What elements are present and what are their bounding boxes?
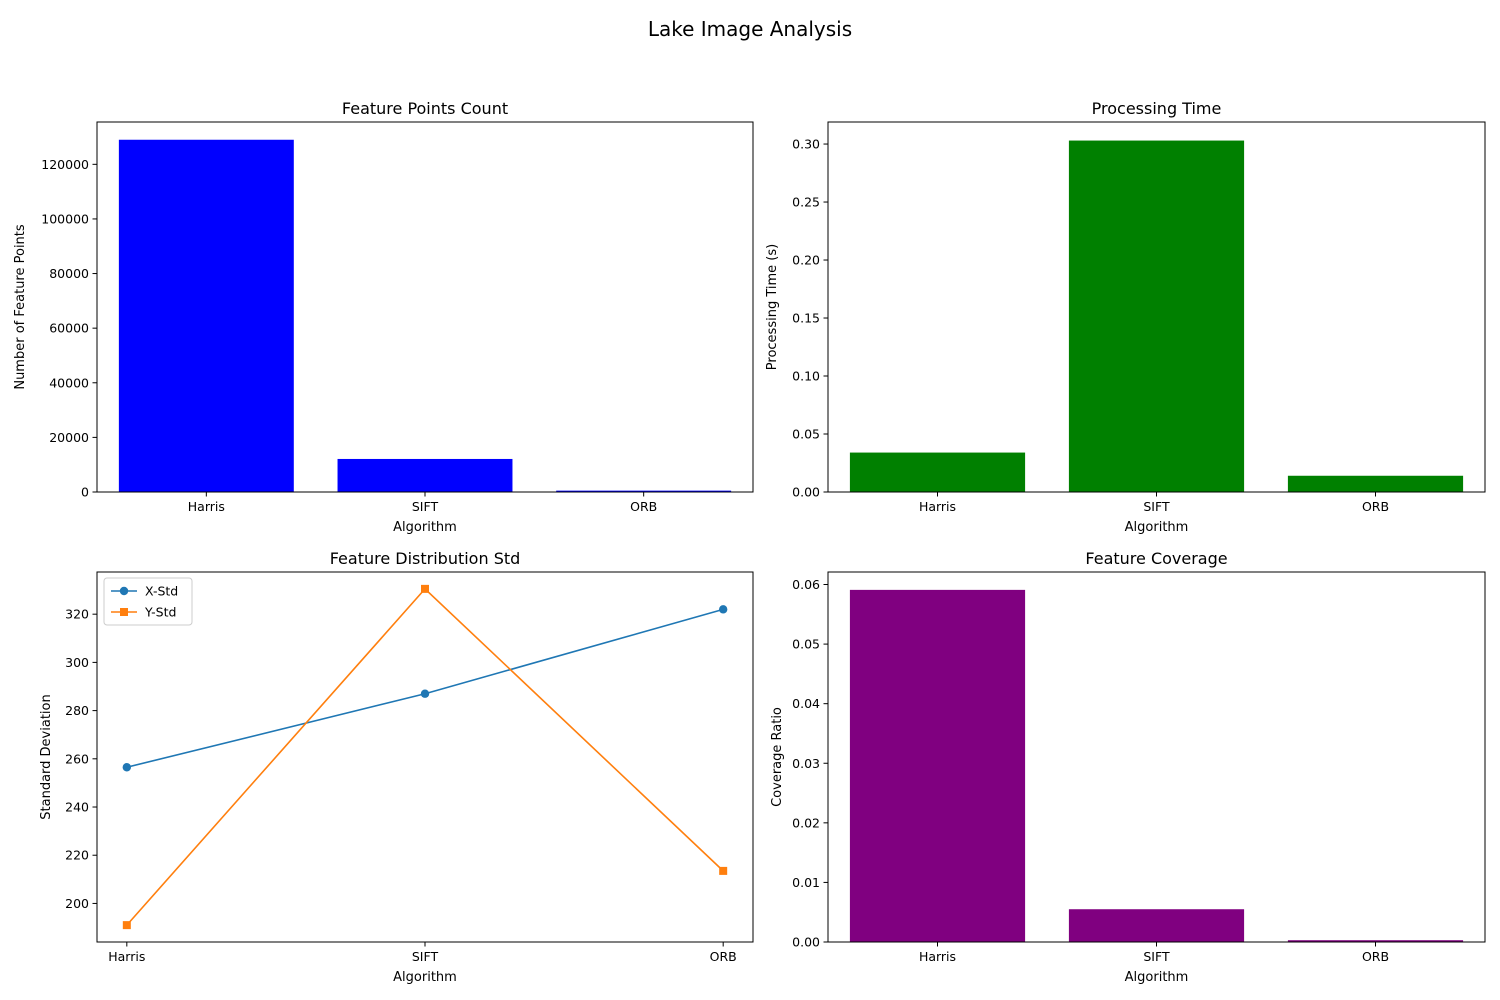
legend-swatch-marker xyxy=(119,586,129,596)
data-point xyxy=(420,689,430,698)
data-point xyxy=(718,605,728,614)
axes-frame xyxy=(96,121,754,493)
chart-title: Feature Distribution Std xyxy=(330,549,521,568)
axes-frame xyxy=(827,571,1486,943)
legend-label: X-Std xyxy=(145,584,178,599)
y-tick-label: 220 xyxy=(65,848,89,863)
axes-frame xyxy=(96,571,754,943)
bar-harris xyxy=(849,589,1026,942)
x-tick-label: Harris xyxy=(108,949,145,964)
series-y-std xyxy=(122,584,728,930)
data-point xyxy=(122,921,131,930)
x-tick-label: ORB xyxy=(630,499,657,514)
y-tick-label: 0.03 xyxy=(792,756,820,771)
y-tick-label: 0.10 xyxy=(792,369,820,384)
x-tick-label: SIFT xyxy=(1143,499,1170,514)
chart-distribution-std: Feature Distribution Std Algorithm Standar… xyxy=(39,549,754,985)
x-axis-label: Algorithm xyxy=(393,970,457,985)
y-tick-label: 60000 xyxy=(49,321,89,336)
y-tick-label: 300 xyxy=(65,655,89,670)
bar-orb xyxy=(556,490,732,492)
y-tick-label: 260 xyxy=(65,751,89,766)
chart-coverage: Feature Coverage Algorithm Coverage Ratio 0… xyxy=(770,549,1486,985)
x-tick-label: Harris xyxy=(188,499,225,514)
y-tick-label: 40000 xyxy=(49,375,89,390)
x-tick-label: SIFT xyxy=(412,949,439,964)
y-tick-label: 0.01 xyxy=(792,875,820,890)
y-tick-label: 240 xyxy=(65,800,89,815)
y-tick-label: 0.30 xyxy=(792,137,820,152)
data-point xyxy=(421,584,429,593)
y-axis-label: Number of Feature Points xyxy=(13,224,28,390)
chart-title: Feature Coverage xyxy=(1085,549,1227,568)
y-tick-label: 200 xyxy=(65,896,89,911)
x-axis-label: Algorithm xyxy=(1125,970,1189,985)
y-tick-label: 0.05 xyxy=(792,427,820,442)
y-tick-label: 0 xyxy=(81,485,89,500)
y-tick-label: 0.15 xyxy=(792,311,820,326)
legend-swatch-marker xyxy=(120,608,128,616)
x-tick-label: ORB xyxy=(1362,499,1389,514)
y-tick-label: 100000 xyxy=(41,211,89,226)
bar-sift xyxy=(337,458,513,492)
legend-label: Y-Std xyxy=(144,605,176,620)
series-x-std xyxy=(122,605,728,772)
axes-frame xyxy=(827,121,1486,493)
data-point xyxy=(719,866,728,875)
y-axis-label: Processing Time (s) xyxy=(765,244,780,370)
bar-harris xyxy=(118,139,294,492)
y-tick-label: 20000 xyxy=(49,430,89,445)
chart-processing-time: Processing Time Algorithm Processing Time … xyxy=(765,99,1486,535)
x-tick-label: Harris xyxy=(919,499,956,514)
y-tick-label: 0.20 xyxy=(792,253,820,268)
x-axis-label: Algorithm xyxy=(1125,520,1189,535)
x-axis-label: Algorithm xyxy=(393,520,457,535)
legend: X-Std Y-Std xyxy=(103,577,193,626)
y-tick-label: 280 xyxy=(65,703,89,718)
y-tick-label: 0.05 xyxy=(792,637,820,652)
bar-sift xyxy=(1068,909,1245,942)
y-tick-label: 0.00 xyxy=(792,485,820,500)
x-tick-label: ORB xyxy=(710,949,737,964)
x-tick-label: Harris xyxy=(919,949,956,964)
bar-orb xyxy=(1287,475,1464,492)
x-tick-label: SIFT xyxy=(1143,949,1170,964)
y-tick-label: 80000 xyxy=(49,266,89,281)
x-tick-label: SIFT xyxy=(412,499,439,514)
y-tick-label: 120000 xyxy=(41,157,89,172)
y-tick-label: 0.02 xyxy=(792,815,820,830)
charts-container: Feature Points Count Algorithm Number of F… xyxy=(13,99,1486,985)
chart-title: Processing Time xyxy=(1092,99,1222,118)
figure-title: Lake Image Analysis xyxy=(648,17,852,41)
x-tick-label: ORB xyxy=(1362,949,1389,964)
y-axis-label: Coverage Ratio xyxy=(770,707,785,807)
bar-sift xyxy=(1068,140,1245,493)
bar-orb xyxy=(1287,940,1464,942)
y-tick-label: 320 xyxy=(65,607,89,622)
y-axis-label: Standard Deviation xyxy=(39,694,54,819)
bar-harris xyxy=(849,452,1026,492)
data-point xyxy=(122,763,132,772)
y-tick-label: 0.04 xyxy=(792,696,820,711)
y-tick-label: 0.25 xyxy=(792,195,820,210)
chart-feature-points: Feature Points Count Algorithm Number of F… xyxy=(13,99,754,535)
chart-title: Feature Points Count xyxy=(342,99,508,118)
y-tick-label: 0.06 xyxy=(792,577,820,592)
y-tick-label: 0.00 xyxy=(792,935,820,950)
